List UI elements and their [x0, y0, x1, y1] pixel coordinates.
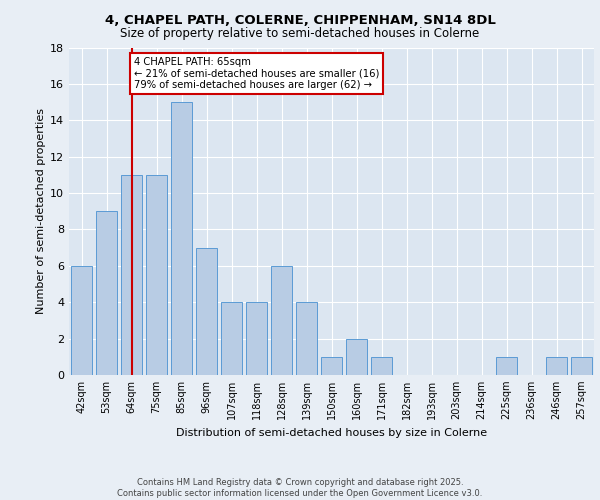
Text: Size of property relative to semi-detached houses in Colerne: Size of property relative to semi-detach… — [121, 28, 479, 40]
Bar — [271, 266, 292, 375]
Bar — [546, 357, 567, 375]
Bar — [196, 248, 217, 375]
Bar — [346, 338, 367, 375]
Bar — [121, 175, 142, 375]
Text: 4, CHAPEL PATH, COLERNE, CHIPPENHAM, SN14 8DL: 4, CHAPEL PATH, COLERNE, CHIPPENHAM, SN1… — [104, 14, 496, 27]
Bar — [221, 302, 242, 375]
Bar — [321, 357, 342, 375]
Bar — [296, 302, 317, 375]
Bar — [246, 302, 267, 375]
X-axis label: Distribution of semi-detached houses by size in Colerne: Distribution of semi-detached houses by … — [176, 428, 487, 438]
Bar — [146, 175, 167, 375]
Y-axis label: Number of semi-detached properties: Number of semi-detached properties — [36, 108, 46, 314]
Text: Contains HM Land Registry data © Crown copyright and database right 2025.
Contai: Contains HM Land Registry data © Crown c… — [118, 478, 482, 498]
Bar — [71, 266, 92, 375]
Bar — [171, 102, 192, 375]
Text: 4 CHAPEL PATH: 65sqm
← 21% of semi-detached houses are smaller (16)
79% of semi-: 4 CHAPEL PATH: 65sqm ← 21% of semi-detac… — [134, 56, 379, 90]
Bar — [496, 357, 517, 375]
Bar — [96, 211, 117, 375]
Bar — [571, 357, 592, 375]
Bar — [371, 357, 392, 375]
